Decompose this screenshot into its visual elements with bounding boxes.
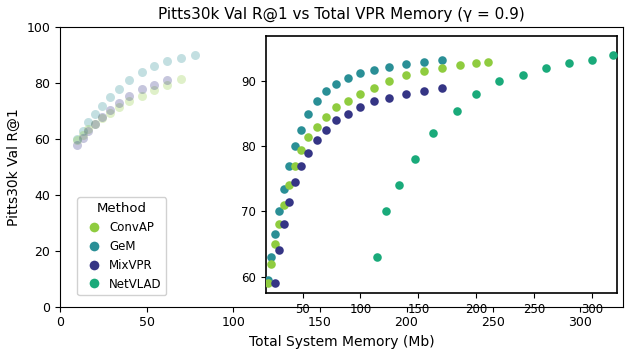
Point [176, 55, 186, 61]
Y-axis label: Pitts30k Val R@1: Pitts30k Val R@1 [7, 108, 21, 226]
Point [105, 107, 115, 112]
Point [163, 58, 173, 64]
Point [105, 110, 115, 115]
Title: Pitts30k Val R@1 vs Total VPR Memory (γ = 0.9): Pitts30k Val R@1 vs Total VPR Memory (γ … [158, 7, 525, 22]
Point [114, 86, 124, 91]
Point [124, 78, 134, 83]
Point [83, 126, 93, 132]
Point [149, 64, 159, 69]
Point [114, 100, 124, 106]
Point [89, 121, 100, 126]
Point [137, 69, 147, 75]
Point [163, 82, 173, 88]
Point [96, 115, 106, 121]
Legend: ConvAP, GeM, MixVPR, NetVLAD: ConvAP, GeM, MixVPR, NetVLAD [77, 197, 166, 295]
Point [114, 104, 124, 110]
Point [77, 132, 88, 138]
Point [83, 120, 93, 125]
Point [149, 87, 159, 93]
X-axis label: Total System Memory (Mb): Total System Memory (Mb) [249, 335, 435, 349]
Point [72, 138, 83, 143]
Point [124, 99, 134, 104]
Point [149, 82, 159, 88]
Point [163, 78, 173, 83]
Point [124, 93, 134, 99]
Point [137, 93, 147, 99]
Point [89, 111, 100, 117]
Point [89, 121, 100, 126]
Point [137, 86, 147, 91]
Point [83, 128, 93, 134]
Point [72, 142, 83, 147]
Point [96, 103, 106, 108]
Point [77, 128, 88, 134]
Point [96, 114, 106, 120]
Point [72, 136, 83, 142]
Point [176, 76, 186, 82]
Point [105, 94, 115, 100]
Point [77, 135, 88, 141]
Point [190, 52, 200, 58]
